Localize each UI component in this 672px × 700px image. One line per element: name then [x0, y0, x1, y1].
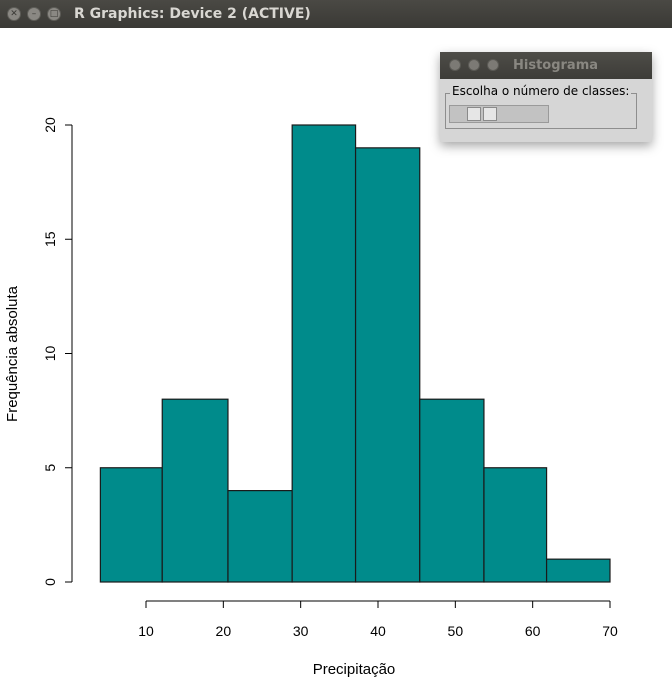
histogram-bar	[99, 467, 163, 583]
x-tick-label: 70	[602, 623, 618, 639]
y-tick-label: 0	[42, 578, 58, 586]
y-tick-label: 10	[42, 346, 58, 362]
histogram-bar	[483, 467, 548, 583]
minimize-window-button[interactable]: –	[27, 7, 41, 21]
x-tick-label: 60	[525, 623, 541, 639]
histogram-bar	[161, 398, 229, 583]
classes-group-label: Escolha o número de classes:	[450, 84, 632, 98]
y-tick-label: 20	[42, 117, 58, 133]
histogram-bar	[354, 147, 421, 583]
histogram-dialog: Histograma Escolha o número de classes:	[440, 52, 652, 142]
histogram-chart: 0 5 10 15 20 10 20 30 40 50 60 70 Precipitação Fre…	[4, 117, 618, 678]
histogram-bar	[419, 398, 485, 583]
minimize-icon: –	[31, 8, 37, 19]
x-tick-label: 20	[216, 623, 232, 639]
maximize-window-button[interactable]: □	[47, 7, 61, 21]
y-axis-label: Frequência absoluta	[4, 285, 21, 422]
y-tick-label: 15	[42, 231, 58, 247]
dialog-minimize-button[interactable]	[468, 59, 480, 71]
window-title: R Graphics: Device 2 (ACTIVE)	[74, 6, 311, 22]
y-tick-label: 5	[42, 464, 58, 472]
slider-handle[interactable]	[483, 107, 497, 121]
close-icon: ✕	[10, 8, 18, 19]
classes-slider[interactable]	[449, 105, 549, 123]
x-tick-label: 50	[448, 623, 464, 639]
histogram-bar	[291, 124, 357, 583]
x-tick-label: 10	[138, 623, 154, 639]
dialog-title: Histograma	[513, 58, 599, 73]
maximize-icon: □	[49, 8, 59, 19]
window-titlebar: ✕ – □ R Graphics: Device 2 (ACTIVE)	[0, 0, 672, 28]
x-tick-label: 30	[293, 623, 309, 639]
x-tick-label: 40	[370, 623, 386, 639]
dialog-maximize-button[interactable]	[487, 59, 499, 71]
histogram-bar	[545, 558, 611, 583]
close-window-button[interactable]: ✕	[7, 7, 21, 21]
histogram-bar	[227, 490, 293, 583]
dialog-titlebar: Histograma	[440, 52, 652, 79]
dialog-close-button[interactable]	[449, 59, 461, 71]
x-axis-label: Precipitação	[313, 661, 396, 678]
slider-step-button[interactable]	[467, 107, 481, 121]
